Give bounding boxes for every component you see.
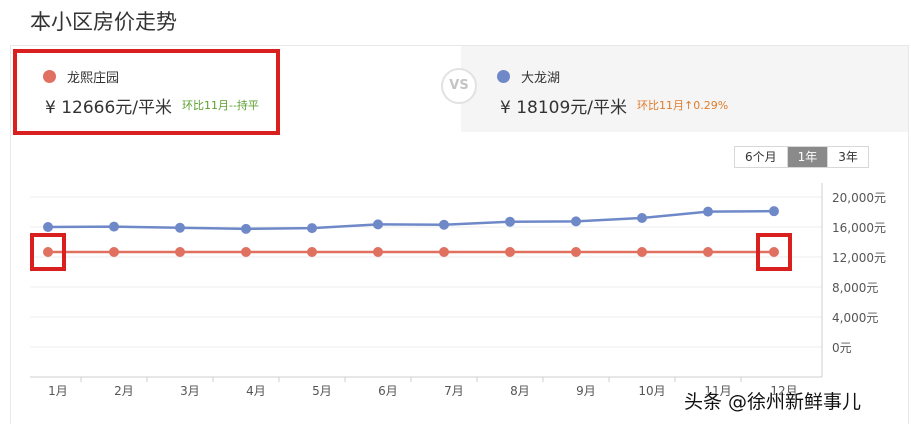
data-point — [703, 247, 713, 258]
range-tab-1y[interactable]: 1年 — [786, 147, 828, 167]
community-a-change: 环比11月--持平 — [182, 99, 259, 112]
data-point — [109, 247, 119, 258]
data-point — [175, 247, 185, 258]
page-title: 本小区房价走势 — [30, 10, 177, 34]
range-tab-3y[interactable]: 3年 — [827, 147, 868, 167]
community-card-b[interactable]: 大龙湖 ¥ 18109元/平米 环比11月↑0.29% — [461, 46, 908, 132]
x-tick-label: 4月 — [246, 384, 266, 398]
data-point — [571, 247, 581, 258]
x-tick-label: 7月 — [444, 384, 464, 398]
data-point — [43, 222, 53, 232]
data-point — [175, 222, 185, 233]
data-point — [241, 247, 251, 258]
x-tick-label: 5月 — [312, 384, 332, 398]
community-a-price: ¥ 12666元/平米 — [45, 98, 173, 118]
data-point — [373, 247, 383, 258]
y-tick-label: 20,000元 — [832, 191, 886, 205]
x-tick-label: 2月 — [114, 384, 134, 398]
x-tick-label: 10月 — [638, 384, 665, 398]
data-point — [703, 206, 713, 217]
data-point — [307, 223, 317, 234]
data-point — [241, 223, 251, 234]
x-tick-label: 8月 — [510, 384, 530, 398]
highlight-box-point — [30, 233, 66, 272]
x-tick-label: 9月 — [576, 384, 596, 398]
data-point — [769, 247, 779, 258]
data-point — [505, 216, 515, 227]
data-point — [109, 221, 119, 232]
data-point — [439, 219, 449, 230]
watermark: 头条 @徐州新鲜事儿 — [684, 391, 862, 413]
data-point — [637, 247, 647, 258]
highlight-box-card — [13, 49, 280, 135]
comparison-panel — [10, 45, 909, 424]
y-tick-label: 12,000元 — [832, 251, 886, 265]
data-point — [637, 213, 647, 223]
community-b-price: ¥ 18109元/平米 — [500, 98, 628, 118]
y-tick-label: 16,000元 — [832, 221, 886, 235]
x-tick-label: 3月 — [180, 384, 200, 398]
y-tick-label: 0元 — [832, 341, 852, 355]
series-b-dot-icon — [497, 70, 510, 83]
highlight-box-point — [756, 233, 792, 272]
data-point — [505, 247, 515, 258]
community-b-change: 环比11月↑0.29% — [637, 99, 729, 112]
community-card-a[interactable]: 龙熙庄园 ¥ 12666元/平米 环比11月--持平 — [11, 46, 461, 132]
data-point — [373, 219, 383, 230]
x-tick-label: 6月 — [378, 384, 398, 398]
data-point — [43, 247, 53, 258]
y-tick-label: 8,000元 — [832, 281, 878, 295]
vs-badge: VS — [441, 68, 477, 104]
x-tick-label: 11月 — [704, 384, 731, 398]
series-line — [47, 209, 775, 231]
data-point — [439, 247, 449, 258]
community-b-name: 大龙湖 — [521, 71, 561, 86]
range-tab-6m[interactable]: 6个月 — [745, 150, 777, 164]
series-a-dot-icon — [43, 70, 56, 83]
x-tick-label: 12月 — [770, 384, 797, 398]
community-a-name: 龙熙庄园 — [67, 71, 120, 86]
data-point — [769, 206, 779, 217]
data-point — [571, 216, 581, 227]
data-point — [307, 247, 317, 258]
y-tick-label: 4,000元 — [832, 311, 878, 325]
x-tick-label: 1月 — [48, 384, 68, 398]
range-selector[interactable]: 6个月 1年 3年 — [734, 146, 869, 168]
